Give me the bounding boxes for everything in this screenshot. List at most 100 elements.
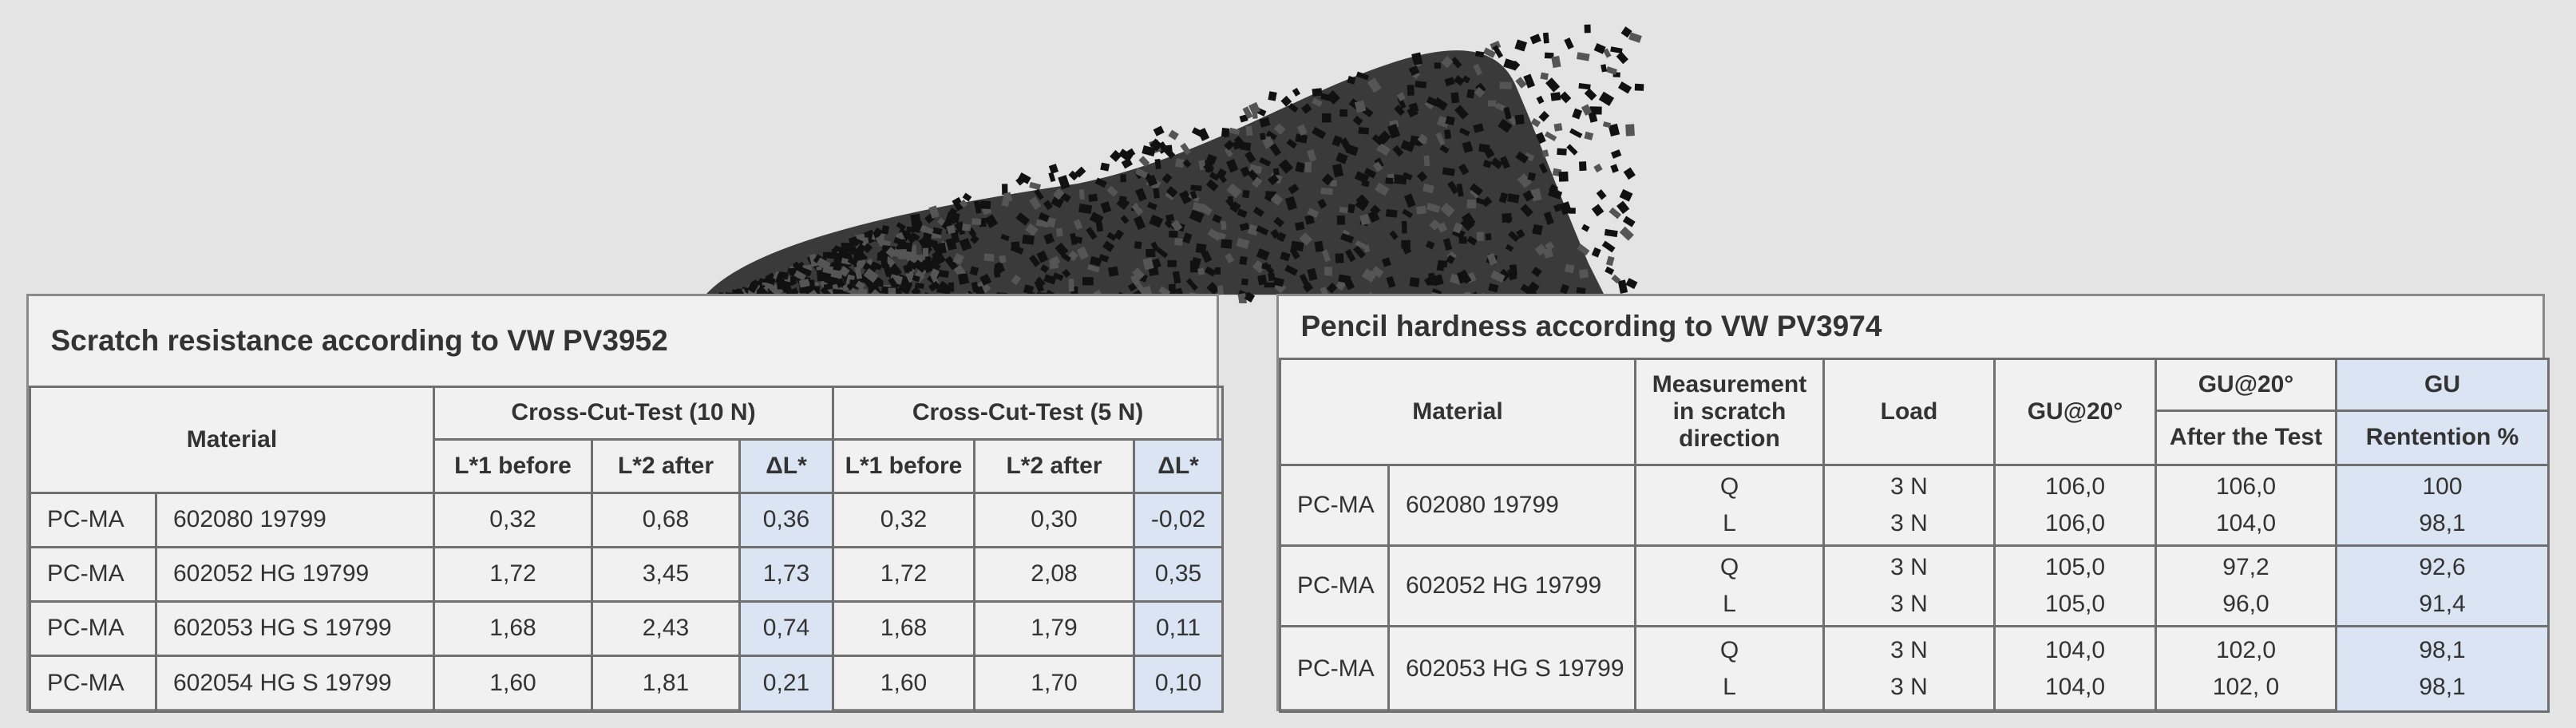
pellet [1332, 135, 1343, 147]
pellet [1087, 264, 1100, 273]
cell: PC-MA [1279, 463, 1390, 547]
pellet [1611, 274, 1621, 284]
pellet [1485, 233, 1492, 241]
pellet [1150, 138, 1163, 152]
pellet [1469, 183, 1483, 196]
pellet [1245, 125, 1253, 136]
pellet [1062, 268, 1071, 279]
data-row: PC-MA 602054 HG S 19799 1,60 1,81 0,21 1,60 1,… [29, 654, 1225, 713]
pellet [1407, 85, 1415, 96]
pellet [1578, 268, 1589, 279]
pellet [1053, 188, 1065, 200]
pellet [1134, 168, 1149, 179]
pellet [1178, 190, 1193, 204]
header-cell: Load [1822, 357, 1996, 466]
pellet [1602, 121, 1612, 129]
pellet [1217, 172, 1228, 184]
pellet [1201, 250, 1213, 263]
pellet [1520, 283, 1533, 295]
pellet [1444, 129, 1451, 140]
pellet [1073, 219, 1083, 230]
pellet [1068, 279, 1074, 292]
pellet [962, 192, 972, 202]
pellet [1156, 247, 1169, 259]
pellet [1589, 106, 1602, 115]
pellet [1035, 220, 1050, 228]
pellet [1312, 126, 1327, 140]
pellet [1299, 273, 1310, 287]
pellet [1605, 255, 1615, 267]
pellet [1307, 208, 1320, 219]
pellet [1372, 161, 1383, 172]
cell: 0,32 [433, 491, 593, 548]
pellet [1295, 161, 1306, 173]
cell-line: L [1723, 590, 1736, 617]
pellet [1426, 96, 1438, 107]
pellet [1233, 136, 1247, 149]
pellet [1120, 174, 1126, 183]
pellet [1389, 230, 1399, 240]
cell-line: 3 N [1890, 590, 1928, 617]
pellet [1423, 183, 1434, 194]
pellet [1576, 287, 1586, 295]
pellet [1149, 214, 1164, 228]
pellet [1460, 216, 1475, 231]
cell: 602080 19799 [1387, 463, 1636, 547]
pellet [948, 282, 955, 292]
pellet [1204, 266, 1217, 277]
pellet [1569, 128, 1583, 139]
pellet [1106, 231, 1117, 241]
pellet [817, 269, 825, 282]
pellet [885, 247, 897, 259]
pellet [1051, 255, 1061, 266]
pellet [999, 255, 1007, 263]
pellet [1423, 155, 1430, 167]
pellet [747, 281, 759, 294]
pellet [881, 225, 889, 235]
pellet [1165, 213, 1175, 222]
pellet [1303, 282, 1314, 293]
pellet [1284, 264, 1299, 276]
pellet [1273, 216, 1284, 228]
pellet [1394, 105, 1405, 117]
pellet [1515, 151, 1529, 164]
pellet [1507, 268, 1518, 281]
pellet [1425, 240, 1435, 250]
pellet [1270, 228, 1280, 239]
pellet [1195, 243, 1207, 254]
pellet [1532, 228, 1541, 234]
pellet [1401, 239, 1411, 249]
pellet [1545, 241, 1555, 251]
pellet [1262, 262, 1275, 275]
pellet [868, 286, 874, 294]
pellet [1474, 86, 1486, 98]
pellet [1605, 66, 1617, 75]
pellet [1051, 196, 1064, 208]
pellet [1142, 145, 1156, 157]
pellet [1358, 127, 1370, 135]
pellet [1292, 87, 1301, 97]
pellet [1003, 192, 1013, 203]
pellet [928, 205, 940, 219]
pellet [1142, 257, 1154, 271]
pellet [904, 252, 914, 263]
cell: PC-MA [29, 491, 157, 548]
pellet [984, 214, 999, 229]
cell-line: 98,1 [2419, 636, 2466, 663]
cell-line: 92,6 [2419, 553, 2466, 580]
cell: 102,0 102, 0 [2155, 624, 2337, 713]
pellet [1490, 270, 1506, 283]
pellet [1300, 103, 1312, 114]
pellet [1514, 114, 1525, 125]
cell-line: 3 N [1890, 673, 1928, 700]
pellet [1164, 219, 1174, 229]
pellet [1435, 132, 1446, 146]
pellet [1118, 196, 1127, 206]
pellet [1429, 219, 1441, 231]
pellet [1604, 228, 1618, 238]
pellet [1498, 118, 1513, 133]
cell-line: 106,0 [2044, 509, 2106, 536]
cell: 98,1 98,1 [2334, 624, 2550, 713]
